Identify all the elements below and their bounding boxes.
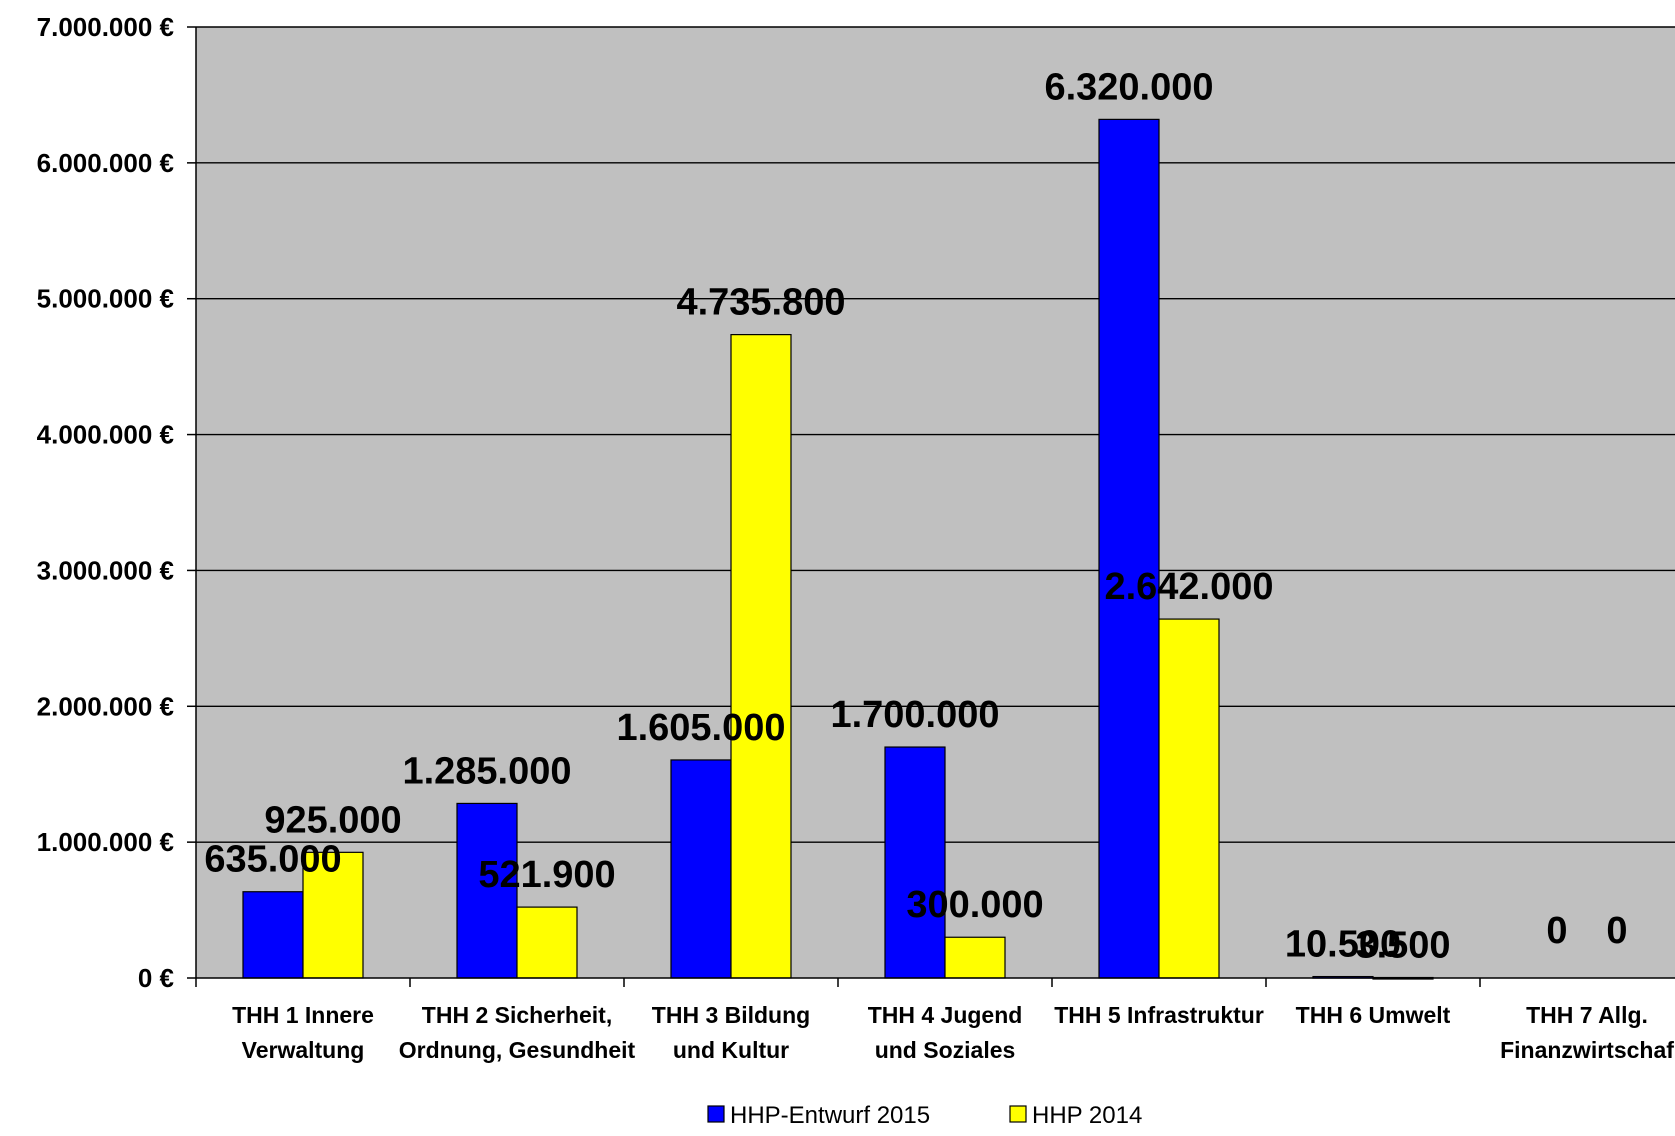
data-label: 2.642.000 xyxy=(1104,566,1273,608)
category-label: THH 6 Umwelt xyxy=(1296,1002,1451,1028)
category-label-line: Ordnung, Gesundheit xyxy=(399,1037,636,1063)
category-label-line: und Kultur xyxy=(673,1037,789,1063)
data-label: 3.500 xyxy=(1355,925,1450,967)
data-label: 10.500 xyxy=(1285,924,1401,966)
category-label-line: THH 3 Bildung xyxy=(652,1002,810,1028)
data-label: 0 xyxy=(1546,910,1567,952)
bar-series-1 xyxy=(1098,118,1160,979)
bar-series-1 xyxy=(884,746,946,979)
category-label-line: THH 2 Sicherheit, xyxy=(422,1002,612,1028)
legend: HHP-Entwurf 2015 HHP 2014 xyxy=(707,1102,1142,1129)
legend-label: HHP 2014 xyxy=(1032,1102,1142,1129)
bar-series-2 xyxy=(730,334,792,979)
data-label: 521.900 xyxy=(478,854,615,896)
category-label-line: THH 7 Allg. xyxy=(1526,1002,1648,1028)
axes xyxy=(187,26,1675,987)
category-label-line: Finanzwirtschaf xyxy=(1500,1037,1674,1063)
data-label: 300.000 xyxy=(906,884,1043,926)
bar-series-2 xyxy=(1158,618,1220,979)
data-label: 1.700.000 xyxy=(830,694,999,736)
category-label: THH 5 Infrastruktur xyxy=(1054,1002,1264,1028)
data-label: 925.000 xyxy=(264,799,401,841)
legend-swatch xyxy=(1009,1105,1027,1123)
y-tick-label: 3.000.000 € xyxy=(37,555,174,585)
data-label: 0 xyxy=(1606,910,1627,952)
y-axis-tick-labels: 0 € 1.000.000 € 2.000.000 € 3.000.000 € 4.00… xyxy=(37,12,174,993)
data-label: 1.605.000 xyxy=(616,707,785,749)
y-tick-label: 7.000.000 € xyxy=(37,12,174,42)
y-tick-label: 1.000.000 € xyxy=(37,827,174,857)
bar-series-2 xyxy=(302,851,364,979)
bar-series-1 xyxy=(242,891,304,979)
legend-label: HHP-Entwurf 2015 xyxy=(730,1102,930,1129)
category-label-line: THH 6 Umwelt xyxy=(1296,1002,1451,1028)
data-label: 635.000 xyxy=(204,839,341,881)
data-label: 4.735.800 xyxy=(676,282,845,324)
y-tick-label: 5.000.000 € xyxy=(37,284,174,314)
category-label-line: THH 4 Jugend xyxy=(868,1002,1023,1028)
category-label: THH 4 Jugend und Soziales xyxy=(868,1002,1023,1063)
gridlines xyxy=(196,26,1675,843)
category-label: THH 3 Bildung und Kultur xyxy=(652,1002,810,1063)
category-label: THH 1 Innere Verwaltung xyxy=(232,1002,374,1063)
y-tick-label: 4.000.000 € xyxy=(37,420,174,450)
category-label: THH 7 Allg. Finanzwirtschaf xyxy=(1500,1002,1674,1063)
bar-series-1 xyxy=(670,759,732,979)
y-tick-label: 6.000.000 € xyxy=(37,148,174,178)
legend-swatch xyxy=(707,1105,725,1123)
bar-series-2 xyxy=(516,906,578,979)
bar-series-2 xyxy=(944,936,1006,979)
category-label: THH 2 Sicherheit, Ordnung, Gesundheit xyxy=(399,1002,636,1063)
category-label-line: und Soziales xyxy=(875,1037,1016,1063)
y-tick-label: 0 € xyxy=(138,963,174,993)
data-label: 6.320.000 xyxy=(1044,66,1213,108)
category-label-line: THH 5 Infrastruktur xyxy=(1054,1002,1264,1028)
y-tick-label: 2.000.000 € xyxy=(37,691,174,721)
x-axis-category-labels: THH 1 Innere Verwaltung THH 2 Sicherheit, O… xyxy=(232,1002,1674,1063)
data-label: 1.285.000 xyxy=(402,750,571,792)
category-label-line: Verwaltung xyxy=(242,1037,365,1063)
category-label-line: THH 1 Innere xyxy=(232,1002,374,1028)
